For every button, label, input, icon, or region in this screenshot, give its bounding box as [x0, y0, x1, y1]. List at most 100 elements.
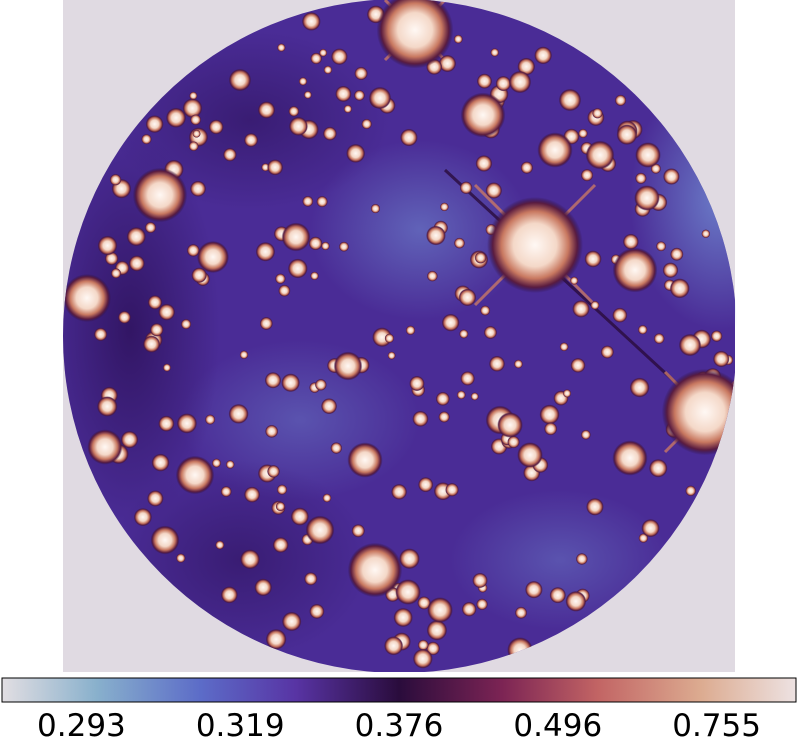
star: [142, 335, 161, 353]
star: [281, 373, 300, 393]
star: [290, 507, 309, 526]
star: [580, 168, 594, 182]
star: [393, 607, 413, 628]
star: [600, 345, 614, 359]
star: [549, 586, 566, 604]
star: [569, 276, 579, 285]
star: [426, 270, 438, 282]
star: [459, 181, 473, 195]
star: [426, 225, 446, 246]
star: [188, 141, 199, 152]
star: [427, 597, 453, 623]
colorbar-tick-label: 0.496: [513, 708, 602, 744]
star: [190, 114, 202, 126]
star: [539, 404, 560, 425]
star: [278, 284, 291, 297]
star: [281, 611, 302, 632]
star: [109, 173, 122, 186]
star: [175, 455, 215, 495]
star: [228, 403, 249, 424]
star: [166, 107, 187, 128]
star: [208, 119, 224, 135]
star: [412, 410, 429, 427]
star: [361, 118, 372, 130]
star: [472, 572, 488, 589]
star: [150, 525, 180, 555]
star: [412, 648, 433, 669]
star: [319, 48, 328, 57]
star: [670, 247, 684, 261]
star: [418, 477, 434, 493]
star: [191, 267, 207, 284]
star: [453, 237, 466, 249]
star: [267, 159, 284, 176]
star: [353, 89, 365, 101]
star: [534, 46, 553, 65]
star: [243, 133, 259, 148]
star: [426, 620, 448, 641]
star: [343, 104, 353, 114]
star: [439, 202, 449, 212]
star: [110, 268, 122, 279]
star: [151, 453, 170, 472]
star: [220, 486, 232, 498]
star: [474, 251, 487, 264]
star: [192, 129, 201, 138]
star: [483, 325, 498, 340]
star: [586, 497, 604, 516]
star: [333, 351, 363, 381]
star: [225, 460, 235, 469]
colorbar-tick-label: 0.293: [37, 708, 126, 744]
star: [395, 579, 421, 605]
star: [634, 185, 660, 211]
star: [405, 325, 416, 336]
star: [97, 235, 118, 256]
star: [265, 424, 279, 438]
colorbar: [1, 677, 797, 703]
star: [612, 440, 648, 476]
star: [331, 48, 348, 66]
star: [409, 375, 425, 392]
star: [120, 430, 139, 449]
star: [622, 233, 639, 250]
star: [330, 442, 343, 454]
star: [400, 128, 418, 147]
star: [558, 88, 582, 112]
star: [316, 195, 328, 208]
star: [399, 548, 420, 570]
star: [476, 73, 493, 89]
star: [158, 303, 176, 321]
star: [614, 94, 627, 107]
star: [275, 501, 286, 512]
star: [288, 116, 308, 136]
star: [562, 389, 572, 398]
star: [298, 77, 308, 86]
star: [321, 398, 338, 415]
star: [215, 540, 225, 550]
star: [223, 147, 237, 162]
star: [376, 0, 454, 69]
star: [276, 484, 288, 495]
star: [126, 226, 146, 247]
star: [347, 442, 383, 478]
star: [147, 490, 164, 507]
star: [176, 413, 198, 434]
star: [128, 255, 145, 272]
star: [497, 412, 523, 438]
star: [117, 310, 131, 324]
star: [417, 639, 429, 651]
star: [255, 241, 276, 262]
star: [338, 241, 350, 252]
star: [685, 485, 697, 497]
star: [517, 442, 543, 468]
star: [701, 229, 711, 239]
star: [321, 241, 330, 251]
star: [470, 392, 479, 401]
colorbar-ticks: 0.293 0.319 0.376 0.496 0.755: [37, 708, 761, 744]
star: [710, 330, 723, 342]
star: [508, 70, 532, 94]
star: [653, 333, 665, 345]
star: [570, 357, 586, 373]
star: [243, 486, 261, 503]
star: [513, 359, 523, 369]
